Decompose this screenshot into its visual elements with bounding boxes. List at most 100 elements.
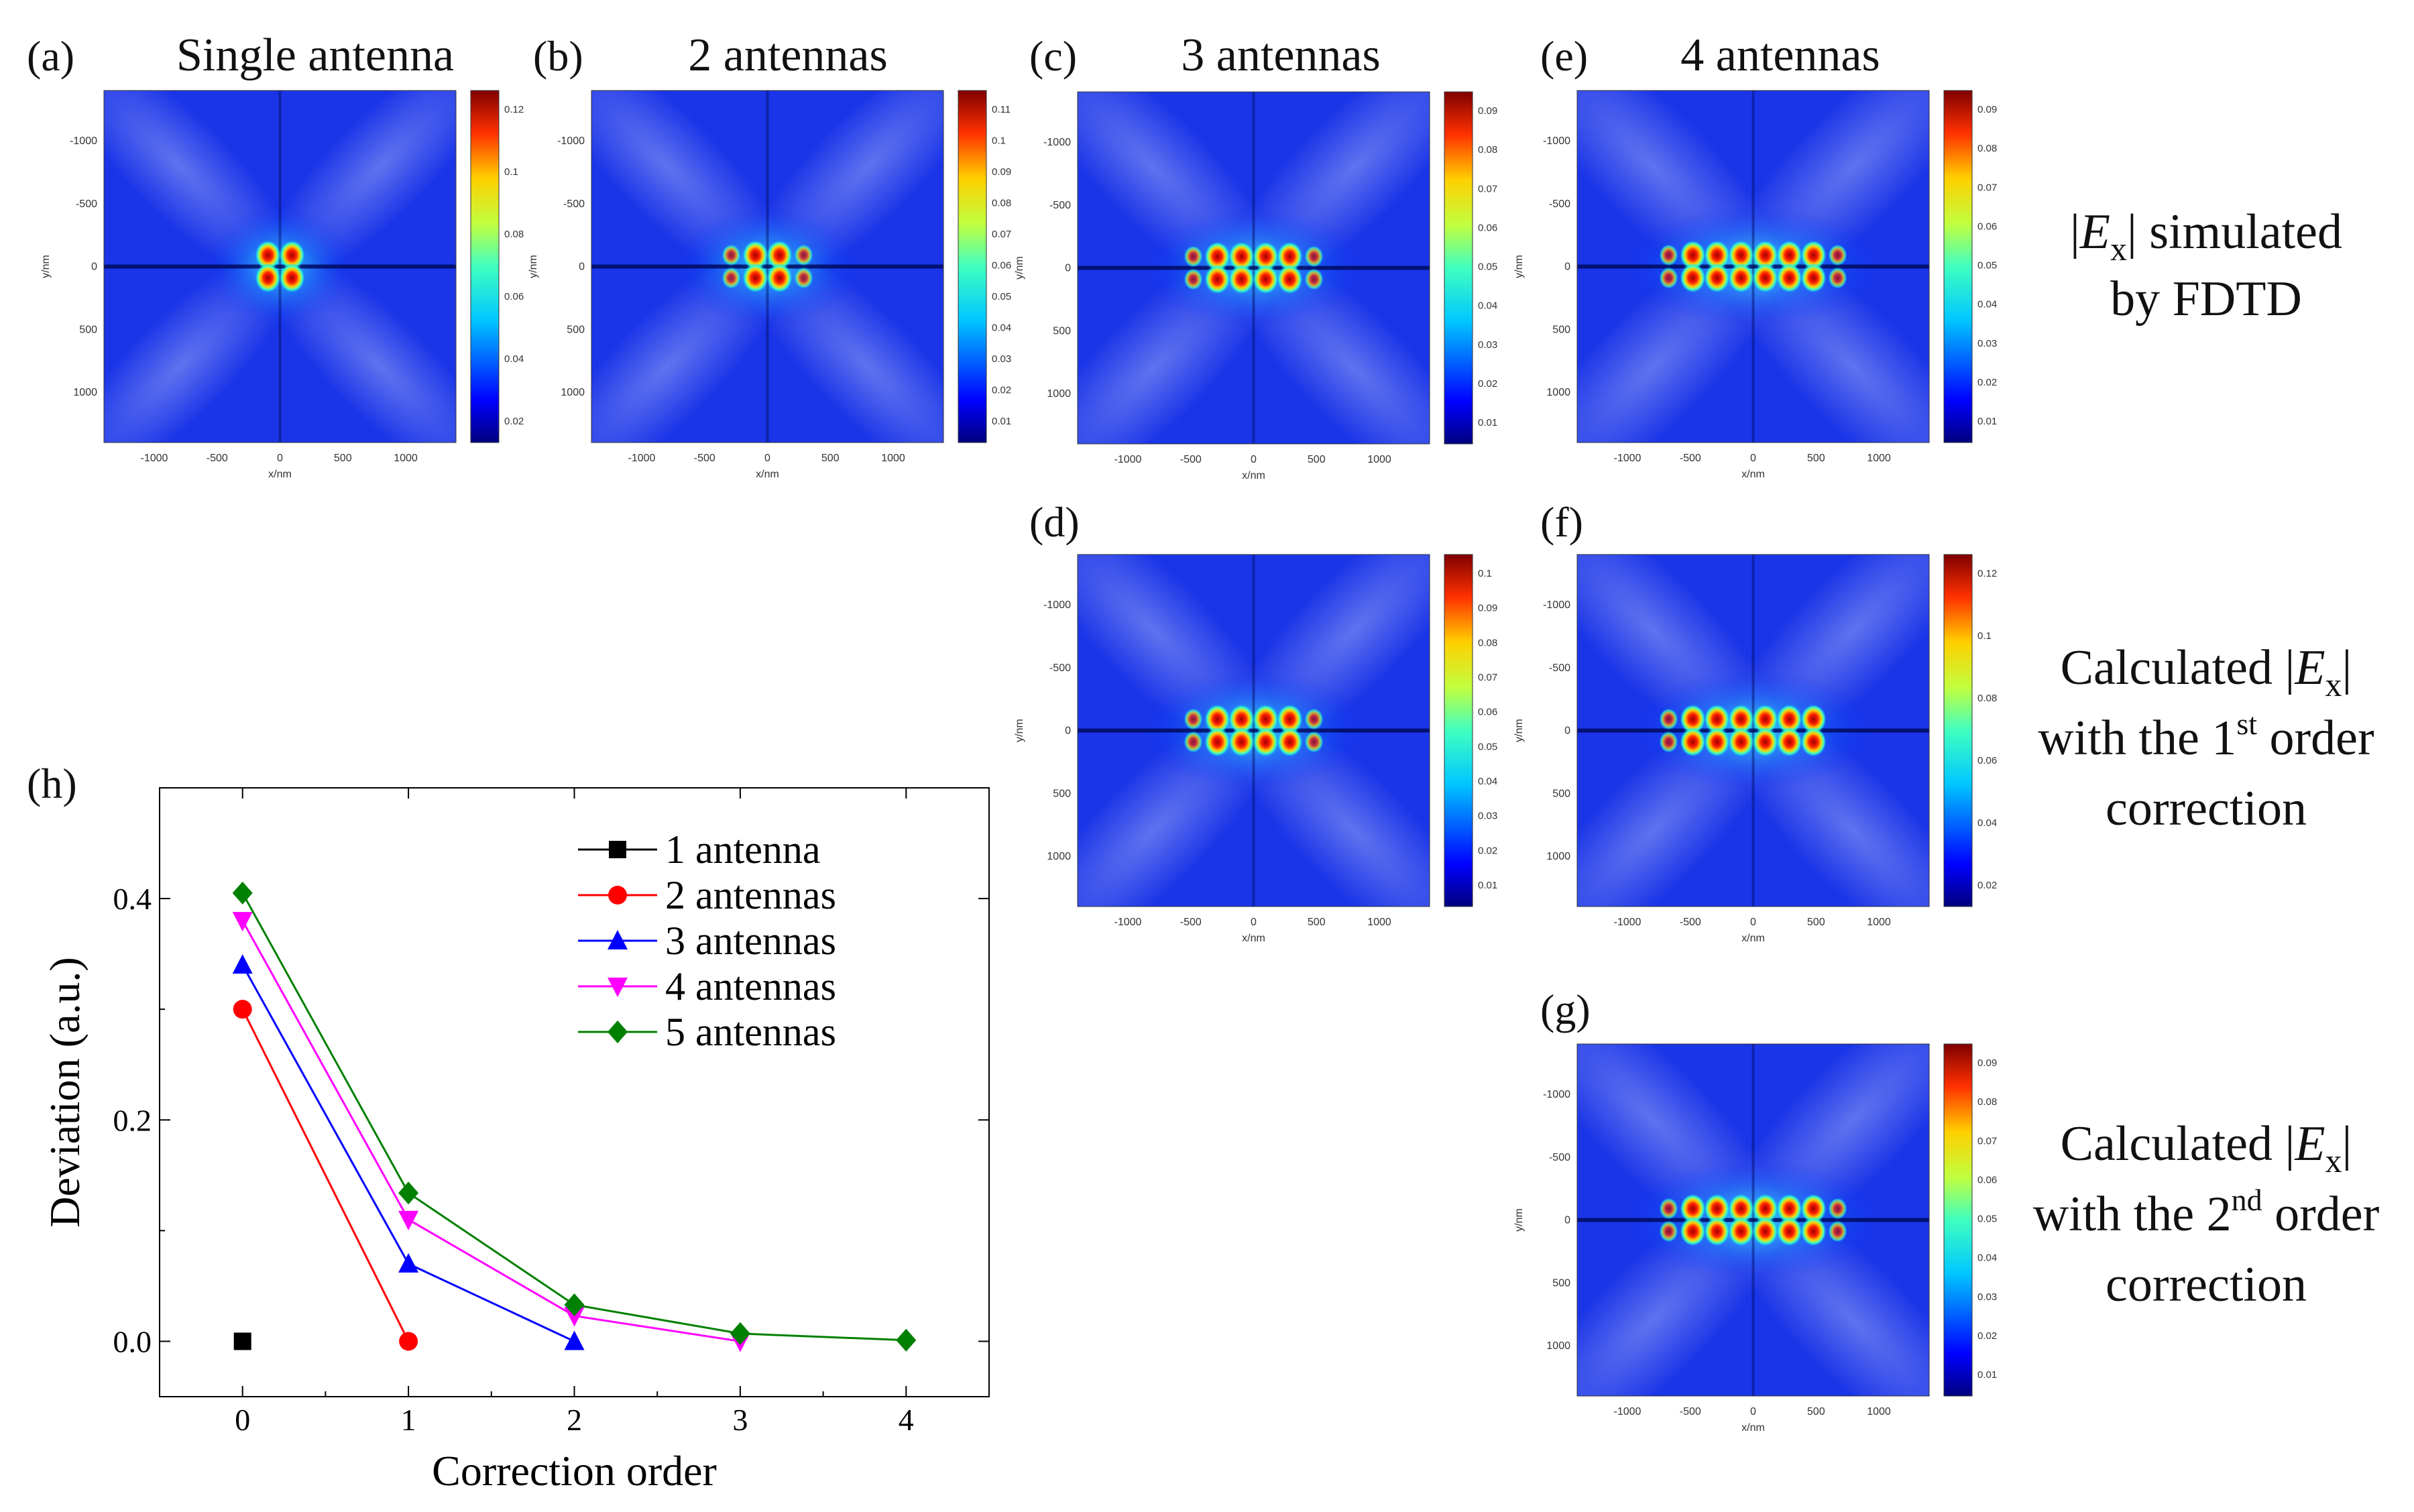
hot-spot: [1800, 1216, 1827, 1246]
hot-spot: [1828, 244, 1847, 266]
hot-spot: [1680, 1194, 1706, 1224]
hot-spot: [742, 263, 768, 293]
hot-spot: [722, 267, 741, 289]
row-label-3: Calculated |Ex|with the 2nd order correct…: [2033, 1116, 2380, 1312]
map-y-tick: -1000: [70, 135, 97, 147]
map-y-label: y/nm: [1513, 719, 1525, 742]
colorbar-tick: 0.08: [1977, 143, 1997, 154]
hot-spot: [1704, 1194, 1730, 1224]
colorbar-tick: 0.06: [504, 291, 524, 302]
map-x-tick: 1000: [394, 453, 418, 464]
hot-spot: [1253, 704, 1279, 734]
legend-marker: [608, 1021, 628, 1043]
hot-spot: [1752, 1194, 1778, 1224]
x-tick-label: 4: [899, 1403, 914, 1437]
panel-label-a: (a): [27, 32, 74, 80]
heatmap-a: [104, 91, 456, 443]
map-x-tick: -500: [1680, 1406, 1701, 1417]
hot-spot: [1184, 268, 1203, 290]
colorbar-tick: 0.01: [992, 416, 1011, 427]
y-tick-label: 0.0: [113, 1324, 152, 1358]
map-y-tick: 500: [1053, 788, 1071, 799]
hot-spot: [1776, 727, 1802, 757]
heatmap-c: [1078, 92, 1430, 444]
colorbar-tick: 0.06: [1977, 755, 1997, 766]
panel-label-f: (f): [1540, 498, 1583, 546]
map-x-label: x/nm: [268, 469, 292, 480]
colorbar-tick: 0.04: [1977, 817, 1997, 829]
colorbar-tick: 0.05: [1977, 1214, 1997, 1225]
colorbar-tick: 0.08: [1977, 693, 1997, 704]
map-y-tick: -500: [1549, 662, 1570, 674]
data-point: [398, 1210, 419, 1230]
map-y-tick: 1000: [73, 387, 97, 398]
colorbar-tick: 0.09: [1977, 104, 1997, 115]
panel-label-d: (d): [1029, 498, 1080, 546]
x-tick-label: 0: [235, 1403, 250, 1437]
hot-spot: [1277, 704, 1303, 734]
field-node-line: [278, 91, 282, 443]
series-line: [241, 1008, 410, 1342]
heatmap-frame: [1576, 90, 1930, 443]
hot-spot: [1704, 1216, 1730, 1246]
data-point: [398, 1253, 419, 1273]
map-x-tick: 1000: [1367, 454, 1391, 465]
map-y-tick: -500: [1549, 198, 1570, 210]
hot-spot: [1277, 264, 1303, 294]
panel-title-b: 2 antennas: [688, 30, 887, 81]
colorbar: [1444, 91, 1473, 445]
data-point: [399, 1332, 418, 1351]
colorbar-tick: 0.07: [1478, 183, 1497, 194]
heatmap-f: [1577, 555, 1929, 907]
hot-spot: [1204, 704, 1230, 734]
colorbar-tick: 0.09: [992, 166, 1011, 178]
colorbar-tick: 0.05: [1977, 260, 1997, 272]
colorbar-tick: 0.02: [992, 385, 1011, 396]
colorbar-tick: 0.07: [1478, 672, 1497, 683]
y-axis-label: Deviation (a.u.): [41, 957, 89, 1227]
field-node-line: [1078, 728, 1430, 733]
colorbar-tick: 0.1: [504, 166, 518, 178]
colorbar-tick: 0.06: [1977, 221, 1997, 232]
hot-spot: [1728, 1194, 1754, 1224]
hot-spot: [1800, 240, 1827, 270]
colorbar-tick: 0.04: [1977, 1253, 1997, 1264]
map-x-tick: 0: [1750, 917, 1756, 928]
hot-spot: [1228, 241, 1255, 272]
map-x-tick: -1000: [1614, 917, 1642, 928]
hot-spot: [742, 240, 768, 270]
colorbar: [1444, 554, 1473, 907]
field-node-line: [1078, 266, 1430, 270]
map-y-tick: -1000: [1543, 1089, 1570, 1100]
colorbar-tick: 0.1: [1478, 568, 1492, 579]
hot-spot: [255, 263, 281, 293]
heatmap-frame: [1077, 554, 1430, 907]
data-point: [564, 1293, 585, 1316]
colorbar-tick: 0.01: [1977, 1369, 1997, 1381]
map-y-tick: 500: [1552, 788, 1570, 799]
map-x-tick: 0: [1750, 453, 1756, 464]
map-x-tick: 0: [1251, 917, 1257, 928]
heatmap-panel-g: -1000 -500 0 500 1000 -1000 -500 0 500 1000 x/nm y/…: [1513, 986, 1997, 1434]
colorbar-tick: 0.07: [1977, 1135, 1997, 1147]
hot-spot: [1800, 263, 1827, 293]
map-x-tick: -500: [1180, 917, 1202, 928]
hot-spot: [766, 240, 793, 270]
map-y-tick: 500: [1552, 324, 1570, 335]
hot-spot: [279, 263, 305, 293]
field-node-line: [1751, 1044, 1755, 1396]
hot-spot: [1277, 727, 1303, 757]
colorbar-tick: 0.1: [992, 135, 1006, 147]
hot-spot: [1704, 263, 1730, 293]
colorbar-tick: 0.07: [992, 229, 1011, 240]
colorbar-tick: 0.03: [1977, 338, 1997, 349]
x-tick-label: 2: [567, 1403, 582, 1437]
map-y-tick: -1000: [557, 135, 585, 147]
map-y-tick: 500: [79, 324, 97, 335]
hot-spot: [1728, 1216, 1754, 1246]
map-y-tick: -500: [1549, 1152, 1570, 1163]
x-axis-label: Correction order: [432, 1447, 717, 1495]
colorbar-tick: 0.04: [1478, 776, 1497, 787]
hot-spot: [1253, 727, 1279, 757]
